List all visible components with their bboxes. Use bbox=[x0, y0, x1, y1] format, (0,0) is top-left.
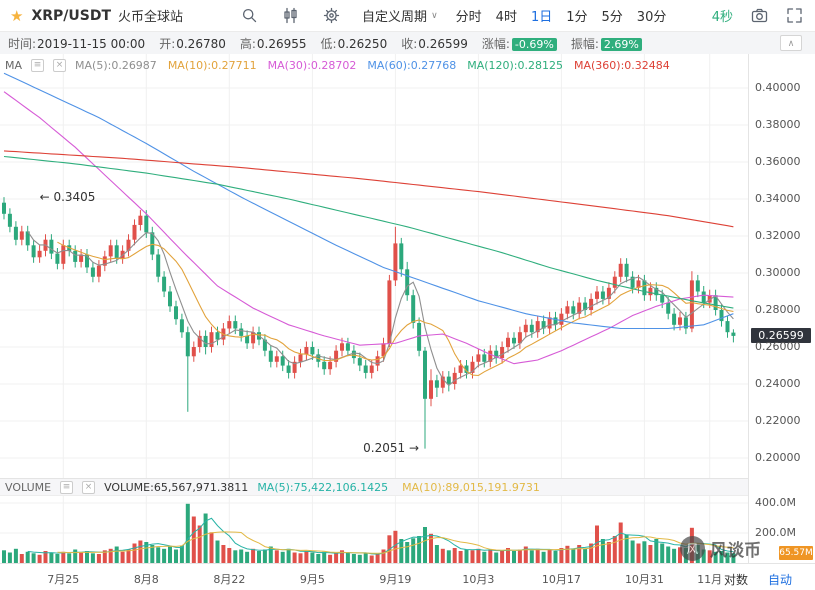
time-axis-label: 9月5 bbox=[299, 573, 325, 586]
time-axis-label: 10月17 bbox=[541, 573, 581, 586]
time-axis: 对数 自动 7月25 8月8 8月22 9月5 9月19 10月3 10月17 10月31 11… bbox=[0, 563, 815, 590]
volume-axis-label: 200.0M bbox=[755, 526, 796, 539]
chart-style-icon[interactable] bbox=[282, 7, 299, 24]
custom-period-dropdown[interactable]: 自定义周期 ∨ bbox=[362, 6, 438, 25]
ohlc-field: 涨幅: -0.69% bbox=[482, 35, 557, 52]
volume-value: VOLUME:65,567,971.3811 bbox=[104, 480, 249, 494]
ohlc-field: 开:0.26780 bbox=[159, 36, 226, 51]
volume-ma-values: MA(5):75,422,106.1425 MA(10):89,015,191.9… bbox=[257, 481, 540, 494]
time-axis-label: 10月3 bbox=[462, 573, 495, 586]
period-tab[interactable]: 分时 bbox=[456, 6, 482, 25]
time-axis-label: 7月25 bbox=[47, 573, 80, 586]
ohlc-field: 低:0.26250 bbox=[320, 36, 388, 51]
price-axis-label: 0.34000 bbox=[755, 192, 801, 205]
custom-period-label: 自定义周期 bbox=[362, 10, 428, 25]
ohlc-fields: 开:0.26780 高:0.26955 低:0.26250 收:0.26599 涨幅: -… bbox=[159, 35, 642, 52]
period-tab[interactable]: 1分 bbox=[566, 6, 587, 25]
high-annotation: ← 0.3405 bbox=[39, 190, 96, 205]
time-axis-label: 8月22 bbox=[213, 573, 246, 586]
period-tab[interactable]: 1日 bbox=[531, 6, 552, 25]
ohlc-infobar: 时间:2019-11-15 00:00 开:0.26780 高:0.26955 低:… bbox=[0, 32, 815, 54]
price-axis-label: 0.32000 bbox=[755, 229, 801, 242]
chart-canvas[interactable] bbox=[0, 54, 748, 590]
time-axis-label: 9月19 bbox=[379, 573, 412, 586]
favorite-star-icon[interactable]: ★ bbox=[10, 6, 24, 25]
fullscreen-icon[interactable] bbox=[786, 7, 803, 24]
price-axis-label: 0.40000 bbox=[755, 81, 801, 94]
volume-axis-label: 400.0M bbox=[755, 496, 796, 509]
price-axis[interactable]: 0.26599 65.57M 0.40000 0.38000 0.36000 0.34… bbox=[748, 54, 815, 563]
price-axis-label: 0.38000 bbox=[755, 118, 801, 131]
collapse-panel-button[interactable]: ∧ bbox=[780, 35, 802, 51]
period-tab[interactable]: 30分 bbox=[637, 6, 667, 25]
ma-legend: MA ≡ × MA(5):0.26987 MA(10):0.27711 MA(30)… bbox=[5, 59, 670, 72]
candle-countdown: 4秒 bbox=[711, 10, 733, 25]
symbol-label: XRP/USDT bbox=[31, 7, 112, 24]
volume-close-icon[interactable]: × bbox=[82, 480, 96, 494]
volume-legend: VOLUME ≡ × VOLUME:65,567,971.3811 MA(5):… bbox=[0, 478, 748, 496]
ma-legend-item: MA(120):0.28125 bbox=[467, 59, 563, 72]
low-annotation: 0.2051 → bbox=[363, 440, 420, 455]
ma-legend-item: MA(10):0.27711 bbox=[167, 59, 257, 72]
volume-title: VOLUME bbox=[5, 480, 52, 494]
time-axis-label: 8月8 bbox=[133, 573, 159, 586]
watermark-text: 风谈币 bbox=[710, 541, 761, 561]
volume-ma-legend-item: MA(5):75,422,106.1425 bbox=[257, 480, 389, 494]
time-axis-label: 10月31 bbox=[624, 573, 664, 586]
ohlc-field: 振幅: 2.69% bbox=[571, 35, 642, 52]
toolbar: ★ XRP/USDT 火币全球站 自定义周期 ∨ 分时 4时 1日 1分 5分 30分 4… bbox=[0, 0, 815, 32]
watermark: 风 风谈币 bbox=[680, 536, 761, 561]
kline-chart-svg bbox=[0, 54, 748, 564]
period-tabs: 分时 4时 1日 1分 5分 30分 bbox=[456, 6, 667, 25]
price-axis-label: 0.36000 bbox=[755, 155, 801, 168]
watermark-logo: 风 bbox=[680, 536, 705, 561]
ma-legend-item: MA(60):0.27768 bbox=[367, 59, 457, 72]
time-value: 2019-11-15 00:00 bbox=[37, 36, 146, 51]
current-price-tag: 0.26599 bbox=[751, 327, 811, 343]
time-axis-label: 11月 bbox=[697, 573, 723, 586]
search-icon[interactable] bbox=[241, 7, 258, 24]
ma-legend-item: MA(5):0.26987 bbox=[75, 59, 157, 72]
ma-close-icon[interactable]: × bbox=[53, 59, 67, 72]
volume-settings-icon[interactable]: ≡ bbox=[60, 480, 74, 494]
price-axis-label: 0.28000 bbox=[755, 303, 801, 316]
ma-settings-icon[interactable]: ≡ bbox=[31, 59, 45, 72]
period-tab[interactable]: 5分 bbox=[602, 6, 623, 25]
ma-values: MA(5):0.26987 MA(10):0.27711 MA(30):0.2870… bbox=[75, 59, 670, 72]
price-axis-label: 0.24000 bbox=[755, 377, 801, 390]
volume-ma-legend-item: MA(10):89,015,191.9731 bbox=[402, 480, 540, 494]
chevron-down-icon: ∨ bbox=[431, 10, 438, 21]
period-tab[interactable]: 4时 bbox=[496, 6, 517, 25]
settings-gear-icon[interactable] bbox=[323, 7, 340, 24]
exchange-label: 火币全球站 bbox=[118, 10, 184, 25]
price-axis-label: 0.26000 bbox=[755, 340, 801, 353]
price-axis-label: 0.22000 bbox=[755, 414, 801, 427]
ma-title: MA bbox=[5, 59, 23, 72]
current-volume-tag: 65.57M bbox=[779, 546, 813, 560]
ma-legend-item: MA(30):0.28702 bbox=[267, 59, 357, 72]
ohlc-field: 收:0.26599 bbox=[401, 36, 468, 51]
time-label: 时间: bbox=[8, 36, 37, 51]
screenshot-camera-icon[interactable] bbox=[751, 7, 768, 24]
ma-legend-item: MA(360):0.32484 bbox=[574, 59, 670, 72]
log-scale-toggle[interactable]: 对数 bbox=[724, 573, 749, 587]
ohlc-field: 高:0.26955 bbox=[239, 36, 307, 51]
price-axis-label: 0.30000 bbox=[755, 266, 801, 279]
auto-scale-toggle[interactable]: 自动 bbox=[768, 573, 793, 587]
price-axis-label: 0.20000 bbox=[755, 451, 801, 464]
